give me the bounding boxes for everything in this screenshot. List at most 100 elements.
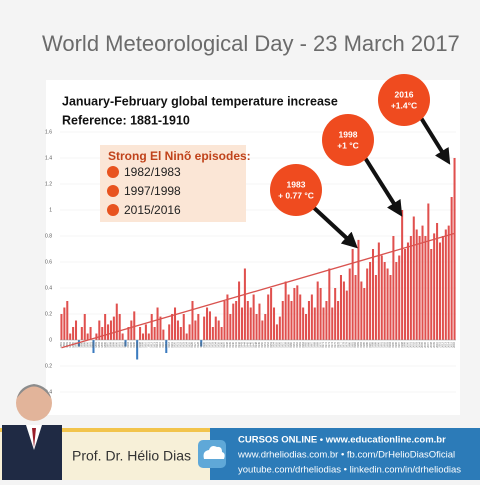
legend-marker <box>107 204 119 216</box>
x-tick-label: 1946 <box>248 341 252 347</box>
x-tick-label: 1934 <box>213 341 217 347</box>
annotation-text: +1 °C <box>337 140 359 150</box>
bar <box>197 314 200 340</box>
bar <box>80 327 83 340</box>
x-tick-label: 1994 <box>388 341 392 347</box>
bar <box>226 294 229 340</box>
bar <box>147 333 150 340</box>
x-tick-label: 1983 <box>356 341 360 347</box>
x-tick-label: 2003 <box>414 341 418 347</box>
bar <box>436 223 439 340</box>
x-tick-label: 1998 <box>400 341 404 347</box>
bar <box>299 294 302 340</box>
bar <box>433 233 436 340</box>
bar <box>337 301 340 340</box>
bar <box>450 197 453 340</box>
x-tick-label: 1995 <box>391 341 395 347</box>
x-tick-label: 1929 <box>199 341 203 347</box>
bar <box>287 294 290 340</box>
bar <box>331 307 334 340</box>
bar <box>284 281 287 340</box>
x-tick-label: 2014 <box>446 341 450 347</box>
x-tick-label: 1883 <box>65 341 69 347</box>
bar <box>342 281 345 340</box>
x-tick-label: 1960 <box>289 341 293 347</box>
x-tick-label: 1984 <box>359 341 363 347</box>
bar <box>383 262 386 340</box>
x-tick-label: 1926 <box>190 341 194 347</box>
legend-label: 1982/1983 <box>124 165 181 179</box>
x-tick-label: 1931 <box>205 341 209 347</box>
y-tick-label: 1.4 <box>45 155 52 161</box>
x-tick-label: 1917 <box>164 341 168 347</box>
x-tick-label: 1989 <box>374 341 378 347</box>
bar <box>179 327 182 340</box>
bar <box>296 285 299 340</box>
footer-band <box>210 428 480 480</box>
bar <box>240 307 244 340</box>
x-tick-label: 1988 <box>371 341 375 347</box>
bar <box>208 311 211 340</box>
x-tick-label: 2010 <box>435 341 439 347</box>
bar <box>328 268 331 340</box>
x-tick-label: 1954 <box>272 341 276 347</box>
bar <box>374 275 377 340</box>
y-tick-label: 1 <box>49 207 52 213</box>
x-tick-label: 1957 <box>280 341 284 347</box>
footer-line: www.drheliodias.com.br • fb.com/DrHelioD… <box>237 450 455 461</box>
bar <box>98 320 101 340</box>
x-tick-label: 1953 <box>269 341 273 347</box>
x-tick-label: 1944 <box>243 341 247 347</box>
x-tick-label: 1896 <box>103 341 107 347</box>
x-tick-label: 1918 <box>167 341 171 347</box>
legend-label: 1997/1998 <box>124 184 181 198</box>
bar <box>348 268 351 340</box>
x-tick-label: 1990 <box>377 341 381 347</box>
bar <box>200 340 203 347</box>
annotation-bubble <box>270 164 322 216</box>
legend: Strong El Ninõ episodes: 1982/1983 1997/1… <box>100 145 251 222</box>
bar <box>214 316 217 340</box>
bar <box>101 327 104 340</box>
x-tick-label: 1986 <box>365 341 369 347</box>
bar <box>86 333 89 340</box>
bar <box>95 333 98 340</box>
bar <box>380 255 383 340</box>
bar <box>415 229 418 340</box>
bar <box>334 288 337 340</box>
footer-line: youtube.com/drheliodias • linkedin.com/i… <box>238 465 461 476</box>
bar <box>307 301 310 340</box>
x-tick-label: 1894 <box>97 341 101 347</box>
x-tick-label: 1897 <box>106 341 110 347</box>
x-tick-label: 1947 <box>251 341 255 347</box>
x-tick-label: 1888 <box>80 341 84 347</box>
x-tick-label: 1965 <box>304 341 308 347</box>
x-tick-label: 2015 <box>449 341 453 347</box>
bar <box>182 314 185 340</box>
x-tick-label: 2012 <box>441 341 445 347</box>
x-tick-label: 1961 <box>292 341 296 347</box>
footer-line: CURSOS ONLINE • www.educationline.com.br <box>238 435 446 446</box>
x-tick-label: 1895 <box>100 341 104 347</box>
x-tick-label: 1978 <box>342 341 346 347</box>
x-tick-label: 1977 <box>339 341 343 347</box>
x-tick-label: 1969 <box>315 341 319 347</box>
bar <box>115 303 118 340</box>
x-tick-label: 1886 <box>74 341 78 347</box>
bar <box>203 316 206 340</box>
y-tick-label: 0 <box>49 337 52 343</box>
bar <box>418 236 421 340</box>
x-tick-label: 1967 <box>310 341 314 347</box>
bar <box>386 268 389 340</box>
bar <box>121 333 124 340</box>
y-tick-label: 0.6 <box>45 259 52 265</box>
bar <box>246 301 249 340</box>
bar <box>363 288 366 340</box>
x-tick-label: 1980 <box>347 341 351 347</box>
bar <box>69 333 72 340</box>
x-tick-label: 1992 <box>382 341 386 347</box>
legend-title: Strong El Ninõ episodes: <box>108 149 251 163</box>
bar <box>270 288 273 340</box>
x-tick-label: 1939 <box>228 341 232 347</box>
bar <box>188 324 191 340</box>
